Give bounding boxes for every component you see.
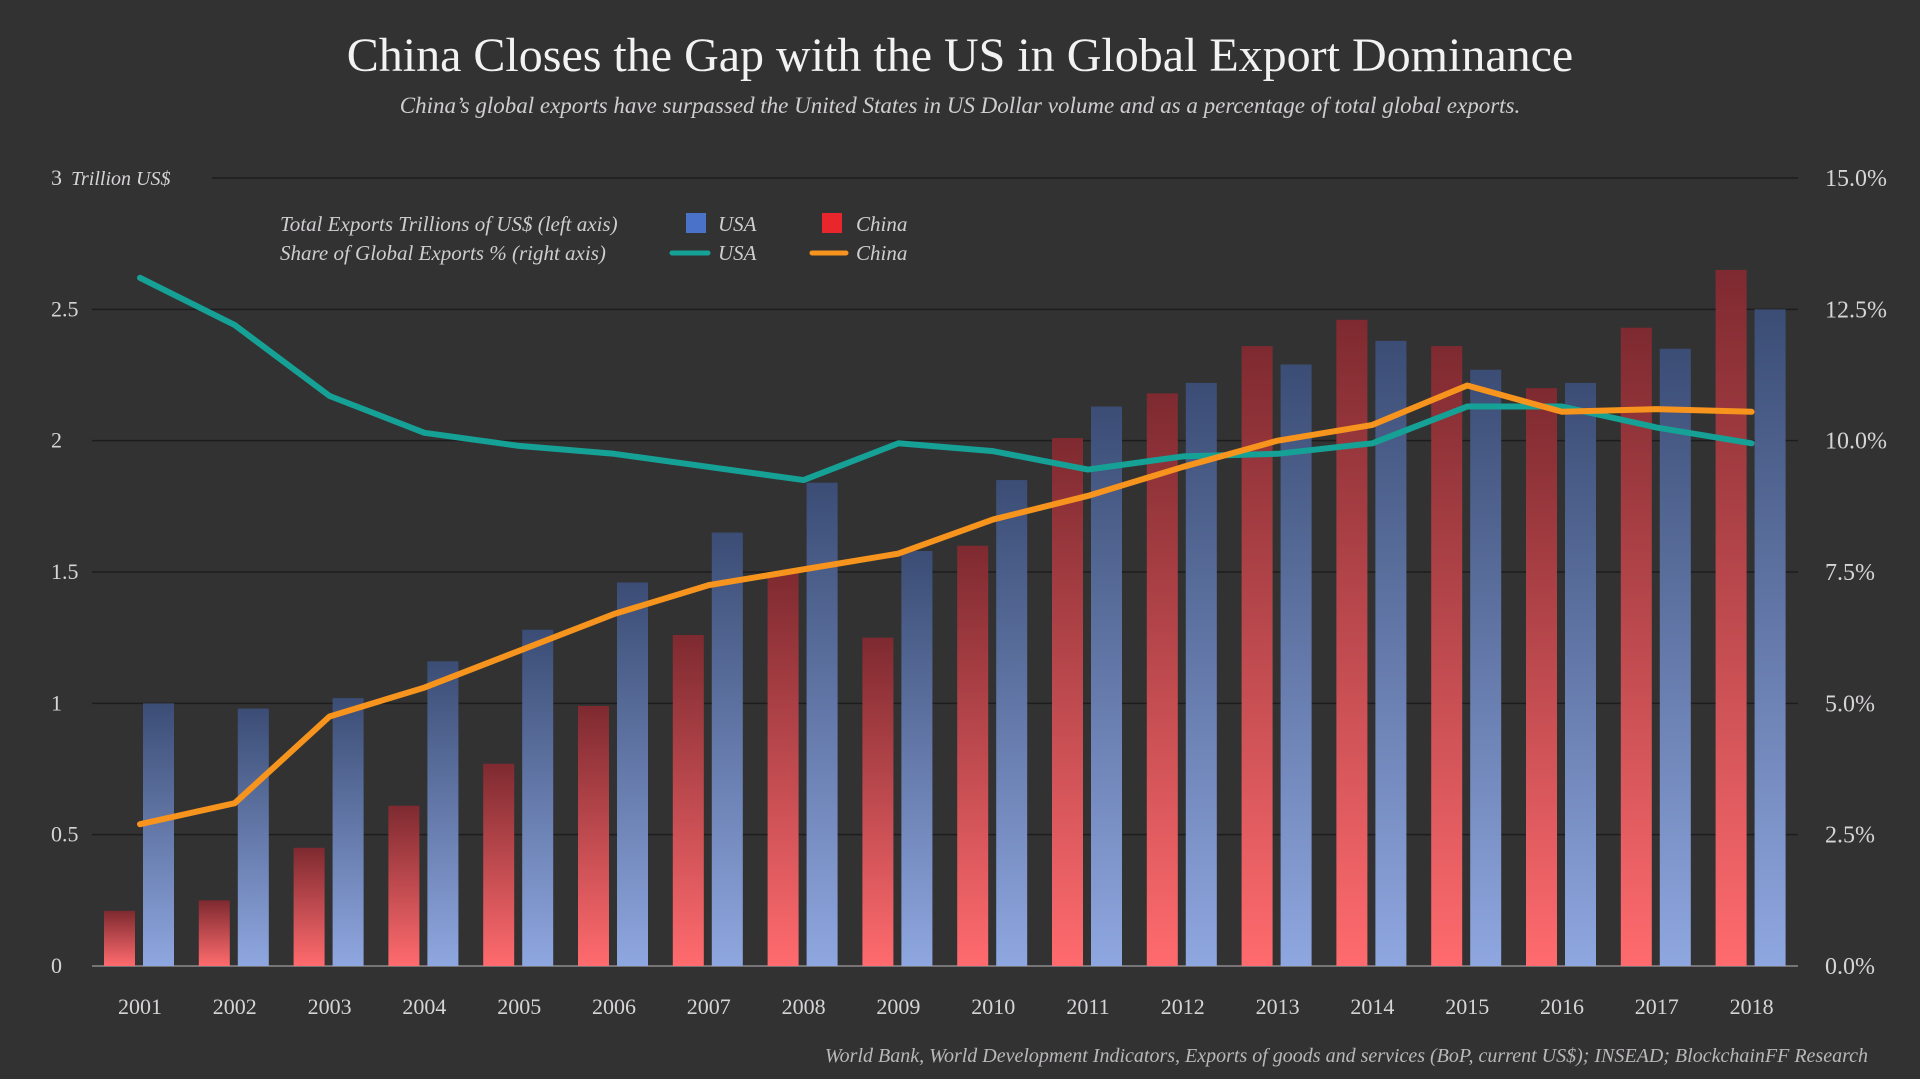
usa-bar <box>1470 369 1502 966</box>
x-tick-label: 2008 <box>782 994 826 1019</box>
x-tick-label: 2012 <box>1161 994 1205 1019</box>
china-bar <box>578 705 609 966</box>
china-bar <box>1241 346 1273 966</box>
legend-usa-bar-label: USA <box>718 212 757 236</box>
legend-usa-line-label: USA <box>718 241 757 265</box>
x-tick-label: 2017 <box>1635 994 1679 1019</box>
usa-bar <box>237 708 269 966</box>
x-tick-label: 2006 <box>592 994 636 1019</box>
china-bar <box>957 545 989 966</box>
legend-china-bar-swatch <box>822 213 842 233</box>
usa-share-line <box>137 274 1755 484</box>
legend-china-bar-label: China <box>856 212 907 236</box>
lines-group <box>137 274 1755 828</box>
gridlines <box>92 177 1798 967</box>
left-tick-label: 2 <box>51 428 62 453</box>
china-bar <box>1052 438 1083 966</box>
usa-bar <box>996 480 1028 966</box>
legend-usa-bar-swatch <box>686 213 706 233</box>
china-bar <box>1431 346 1463 966</box>
china-bar <box>1146 393 1178 966</box>
left-tick-label: 1.5 <box>51 559 79 584</box>
x-tick-label: 2001 <box>118 994 162 1019</box>
x-tick-label: 2004 <box>402 994 446 1019</box>
x-tick-label: 2018 <box>1730 994 1774 1019</box>
right-tick-label: 12.5% <box>1825 297 1887 323</box>
x-tick-label: 2002 <box>213 994 257 1019</box>
right-axis: 0.0% 2.5% 5.0% 7.5% 10.0% 12.5% 15.0% <box>1825 166 1887 980</box>
china-bar <box>388 805 420 966</box>
usa-bar <box>143 703 174 966</box>
usa-bar <box>1659 348 1691 966</box>
legend-row1-label: Total Exports Trillions of US$ (left axi… <box>280 212 618 236</box>
usa-bar <box>1185 382 1217 966</box>
china-bar <box>1526 388 1557 967</box>
chart-title: China Closes the Gap with the US in Glob… <box>346 29 1574 82</box>
right-tick-label: 0.0% <box>1825 954 1875 980</box>
usa-bar <box>1091 406 1122 966</box>
china-bar <box>1620 327 1652 967</box>
china-bar <box>862 637 894 966</box>
chart-subtitle: China’s global exports have surpassed th… <box>399 93 1521 118</box>
usa-bar <box>1280 364 1312 966</box>
legend: Total Exports Trillions of US$ (left axi… <box>280 212 907 265</box>
x-tick-label: 2007 <box>687 994 731 1019</box>
usa-bar <box>522 629 554 966</box>
legend-china-line-label: China <box>856 241 907 265</box>
right-tick-label: 2.5% <box>1825 823 1875 849</box>
right-tick-label: 7.5% <box>1825 560 1875 586</box>
x-tick-label: 2013 <box>1256 994 1300 1019</box>
usa-bar <box>1565 382 1596 966</box>
bars-group <box>104 269 1786 967</box>
x-tick-label: 2011 <box>1066 994 1109 1019</box>
usa-bar <box>806 482 838 966</box>
china-bar <box>293 847 325 966</box>
x-tick-label: 2010 <box>971 994 1015 1019</box>
left-tick-label: 0 <box>51 953 62 978</box>
right-tick-label: 5.0% <box>1825 691 1875 717</box>
usa-bar <box>332 698 364 966</box>
x-tick-label: 2003 <box>308 994 352 1019</box>
china-bar <box>1336 319 1368 967</box>
china-share-line <box>137 382 1755 828</box>
right-tick-label: 15.0% <box>1825 166 1887 192</box>
china-bar <box>672 635 704 966</box>
usa-bar <box>617 582 648 966</box>
left-tick-label: 0.5 <box>51 822 79 847</box>
china-bar <box>198 900 230 966</box>
x-tick-label: 2016 <box>1540 994 1584 1019</box>
usa-bar <box>711 532 743 966</box>
usa-bar <box>427 661 459 966</box>
left-axis-unit: Trillion US$ <box>71 168 170 190</box>
left-axis: 0 0.5 1 1.5 2 2.5 3 Trillion US$ <box>51 165 170 978</box>
x-tick-label: 2009 <box>876 994 920 1019</box>
china-bar <box>104 910 135 966</box>
china-bar <box>767 572 799 966</box>
left-tick-label: 1 <box>51 690 62 715</box>
left-tick-label: 2.5 <box>51 296 79 321</box>
usa-bar <box>1375 340 1407 966</box>
right-tick-label: 10.0% <box>1825 429 1887 455</box>
left-tick-label: 3 <box>51 165 62 190</box>
x-tick-label: 2015 <box>1445 994 1489 1019</box>
x-tick-label: 2005 <box>497 994 541 1019</box>
x-axis: 2001 2002 2003 2004 2005 2006 2007 2008 2009 2010… <box>118 994 1774 1019</box>
china-bar <box>483 763 515 966</box>
source-note: World Bank, World Development Indicators… <box>824 1045 1868 1067</box>
china-bar <box>1715 269 1747 966</box>
usa-bar <box>1754 309 1786 966</box>
x-tick-label: 2014 <box>1350 994 1394 1019</box>
legend-row2-label: Share of Global Exports % (right axis) <box>280 241 606 265</box>
usa-bar <box>901 550 933 966</box>
